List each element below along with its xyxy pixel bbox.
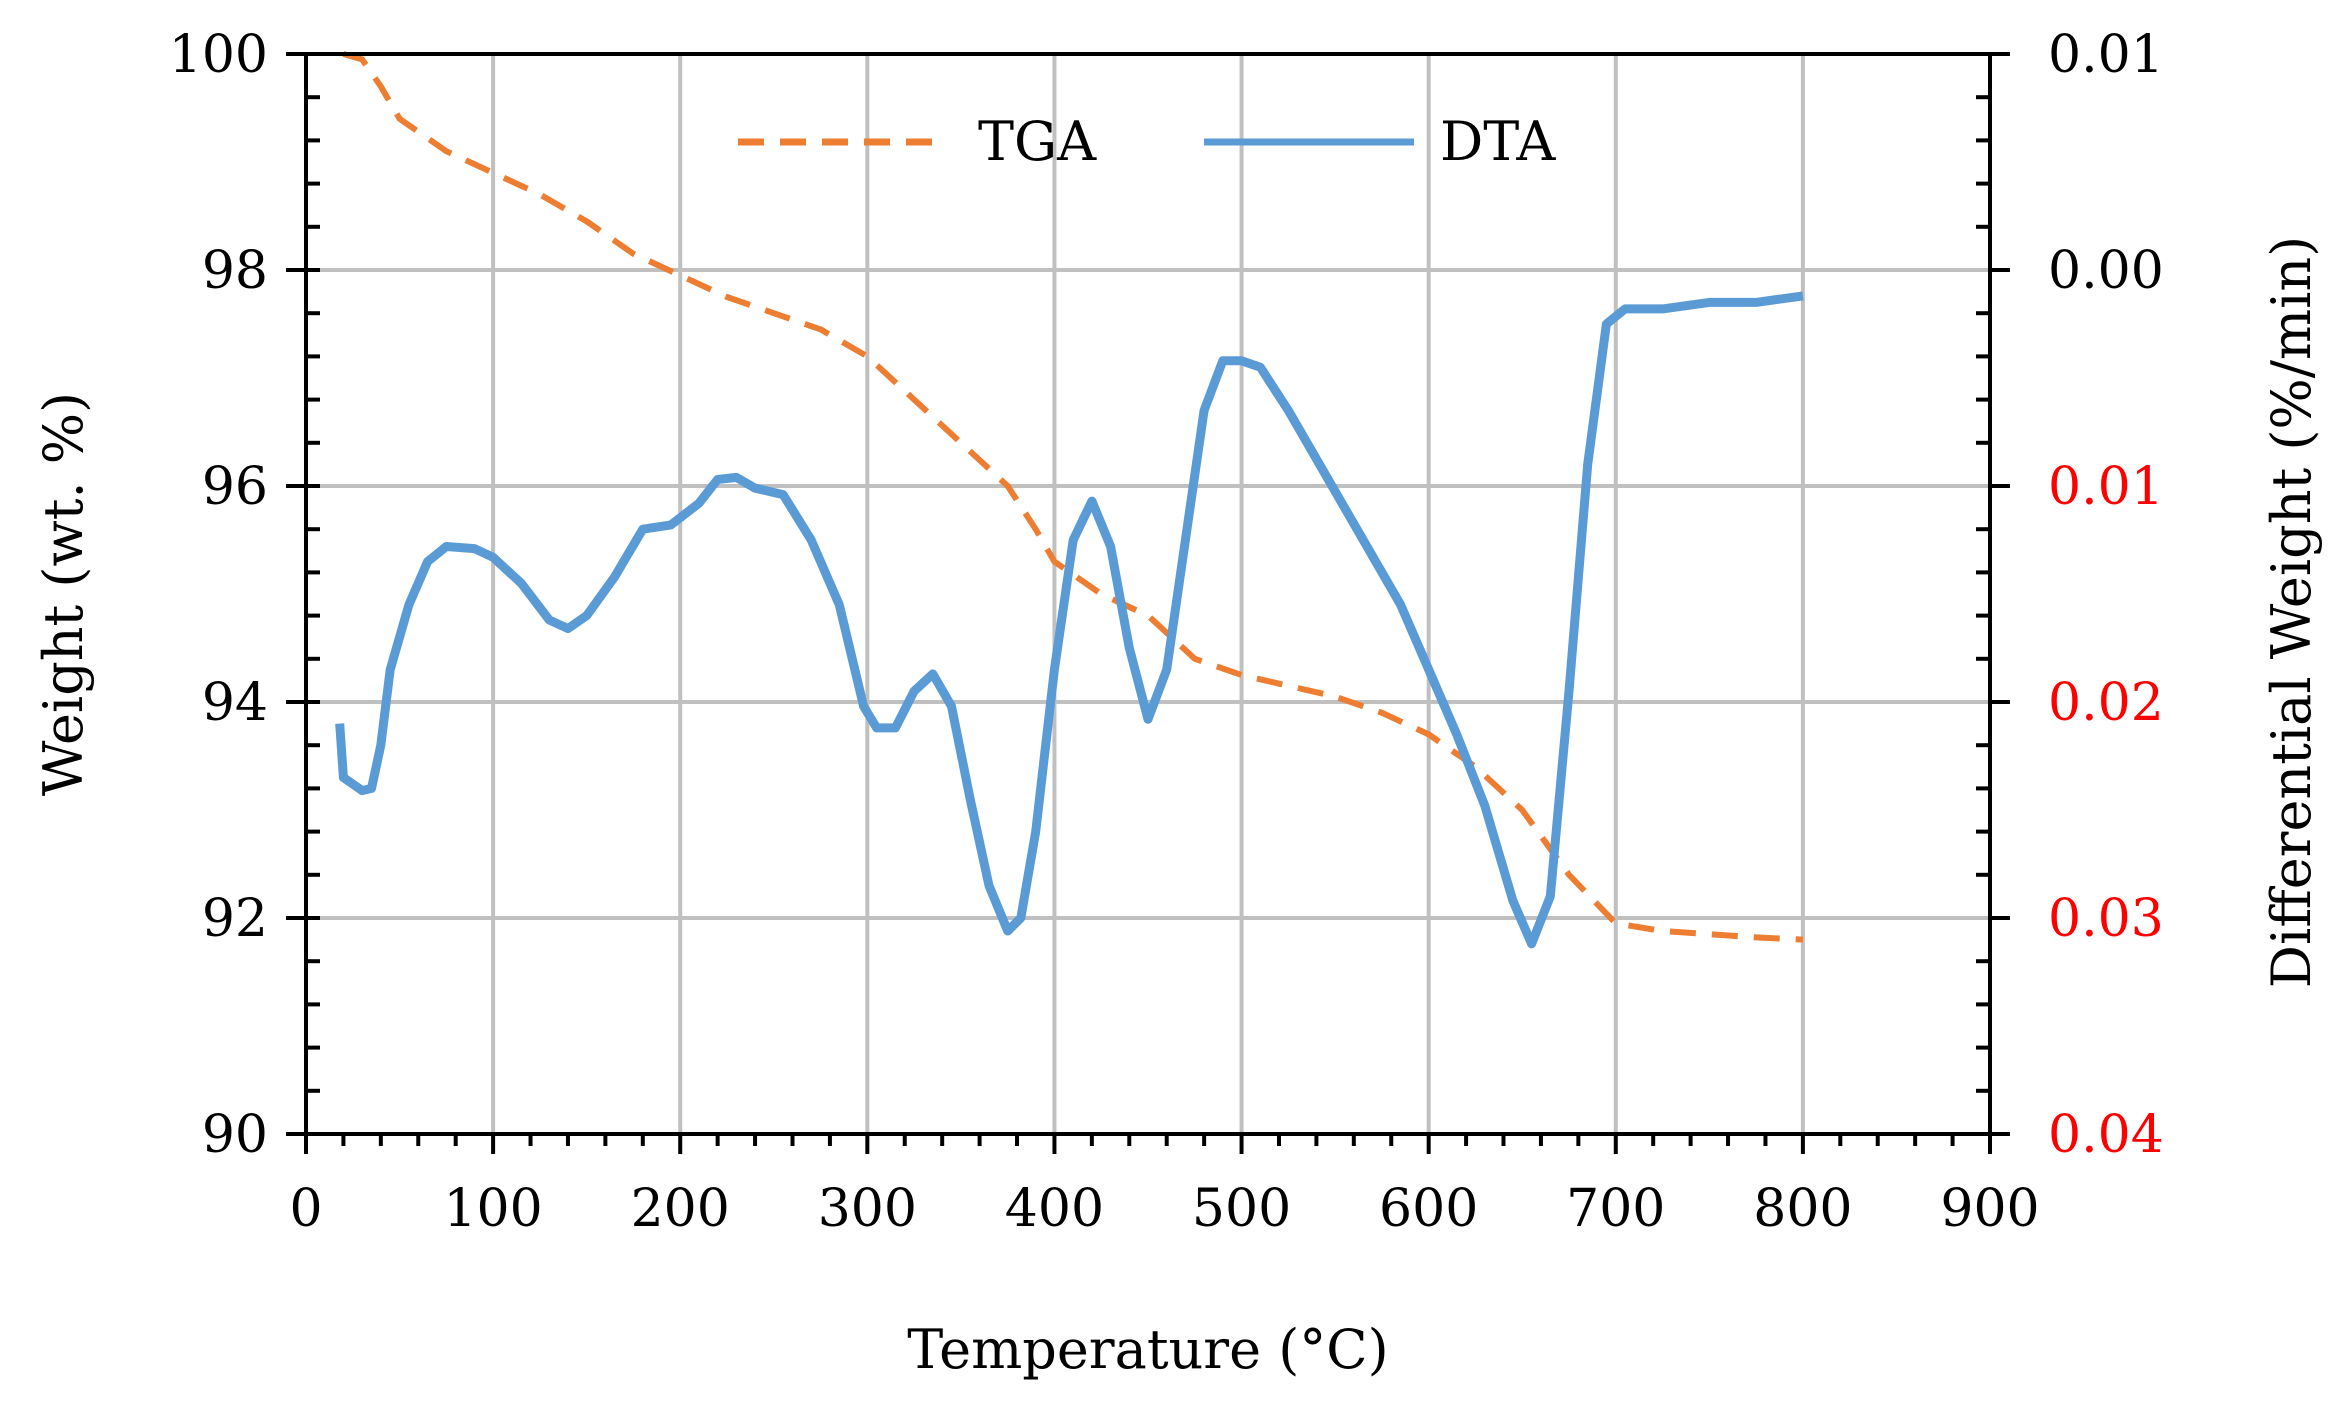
y-right-tick-label: 0.00 [2048,241,2164,301]
series-lines [335,51,1804,949]
plot-background [306,54,1990,1134]
y-right-tick-label: 0.01 [2048,25,2164,85]
y-left-axis-title: Weight (wt. %) [32,392,95,796]
tick-labels: 0 100 200 300 400 500 600 700 800 900 90 92 94 96 98 10… [169,25,2164,1239]
y-right-tick-label: 0.04 [2048,1105,2164,1165]
x-axis-title: Temperature (°C) [907,1318,1388,1381]
y-right-tick-label: 0.01 [2048,457,2164,517]
x-tick-label: 900 [1940,1179,2039,1239]
y-left-tick-label: 100 [169,25,268,85]
x-tick-label: 800 [1753,1179,1852,1239]
legend-dta-label: DTA [1440,110,1556,173]
x-tick-label: 100 [443,1179,542,1239]
legend: TGA DTA [738,110,1556,173]
y-right-tick-label: 0.02 [2048,673,2164,733]
x-tick-label: 300 [818,1179,917,1239]
x-tick-label: 500 [1192,1179,1291,1239]
x-tick-label: 400 [1005,1179,1104,1239]
y-right-axis-title: Differential Weight (%/min) [2260,236,2323,988]
gridlines [306,54,1990,1134]
y-left-tick-label: 96 [202,457,268,517]
y-left-tick-label: 92 [202,889,268,949]
legend-tga-label: TGA [978,110,1097,173]
series-tga-line [342,51,1804,943]
series-dta-line [335,291,1804,949]
y-left-tick-label: 90 [202,1105,268,1165]
y-left-tick-label: 98 [202,241,268,301]
y-left-tick-label: 94 [202,673,268,733]
x-tick-label: 0 [289,1179,322,1239]
x-tick-label: 200 [631,1179,730,1239]
axis-ticks [286,52,2010,1154]
x-tick-label: 700 [1566,1179,1665,1239]
x-tick-label: 600 [1379,1179,1478,1239]
plot-frame [304,52,1992,1136]
y-right-tick-label: 0.03 [2048,889,2164,949]
